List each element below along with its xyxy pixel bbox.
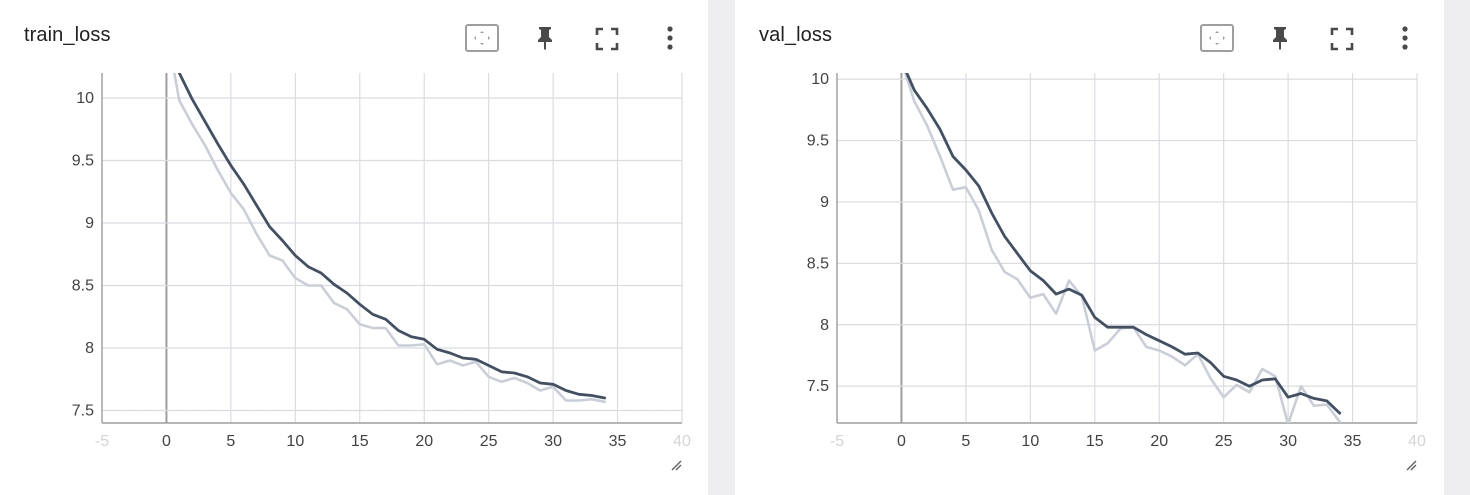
x-tick-label: 10 [286, 433, 304, 450]
raw-series-line[interactable] [901, 61, 1341, 425]
x-tick-label: 40 [1408, 433, 1426, 450]
y-tick-label: 9 [85, 215, 94, 232]
fit-domain-icon [465, 24, 499, 52]
resize-handle-icon[interactable] [1405, 458, 1417, 471]
x-tick-label: -5 [95, 433, 109, 450]
y-tick-label: 8 [85, 340, 94, 357]
x-tick-label: 0 [162, 433, 171, 450]
x-tick-label: 10 [1021, 433, 1039, 450]
train-loss-chart[interactable]: -5 0 5 10 15 20 25 30 35 40 7.5 8 8.5 9 9.5 10 [0, 60, 708, 480]
x-tick-label: 20 [1150, 433, 1168, 450]
x-tick-label: 30 [544, 433, 562, 450]
fit-domain-icon [1200, 24, 1234, 52]
fullscreen-icon [1330, 27, 1354, 51]
y-tick-label: 7.5 [807, 378, 829, 395]
y-tick-label: 9 [820, 194, 829, 211]
smoothed-series-line[interactable] [901, 61, 1342, 415]
more-vert-icon [667, 26, 673, 50]
y-tick-label: 10 [76, 90, 94, 107]
x-tick-label: 25 [1215, 433, 1233, 450]
smoothed-series-line[interactable] [166, 60, 607, 400]
y-tick-label: 7.5 [72, 403, 94, 420]
fullscreen-button[interactable] [590, 22, 624, 54]
y-tick-label: 8.5 [72, 278, 94, 295]
fullscreen-icon [595, 27, 619, 51]
x-tick-label: 15 [1086, 433, 1104, 450]
y-tick-label: 10 [811, 71, 829, 88]
train-loss-card: train_loss -5 0 5 10 15 20 25 30 35 40 7.5 8 8.5 9 9.5… [0, 0, 708, 495]
x-tick-label: 0 [897, 433, 906, 450]
x-tick-label: 5 [961, 433, 970, 450]
resize-handle-icon[interactable] [670, 458, 682, 471]
y-tick-label: 8.5 [807, 255, 829, 272]
pin-button[interactable] [1263, 22, 1297, 54]
pin-icon [538, 27, 552, 50]
val-loss-card: val_loss -5 0 5 10 15 20 25 30 35 40 7.5 8 8.5 9 9.5 10 [735, 0, 1444, 495]
fullscreen-button[interactable] [1325, 22, 1359, 54]
x-tick-label: 30 [1279, 433, 1297, 450]
raw-series-line[interactable] [166, 60, 606, 404]
x-tick-label: 25 [480, 433, 498, 450]
x-tick-label: 40 [673, 433, 691, 450]
x-tick-label: 5 [226, 433, 235, 450]
pin-button[interactable] [528, 22, 562, 54]
card-title: val_loss [759, 24, 833, 46]
more-options-button[interactable] [1388, 22, 1422, 54]
x-tick-label: 35 [1344, 433, 1362, 450]
x-tick-label: -5 [830, 433, 844, 450]
pin-icon [1273, 27, 1287, 50]
y-tick-label: 9.5 [807, 133, 829, 150]
more-options-button[interactable] [653, 22, 687, 54]
x-tick-label: 35 [609, 433, 627, 450]
y-tick-label: 9.5 [72, 153, 94, 170]
val-loss-chart[interactable]: -5 0 5 10 15 20 25 30 35 40 7.5 8 8.5 9 9.5 10 [735, 60, 1444, 480]
y-tick-label: 8 [820, 317, 829, 334]
fit-domain-button[interactable] [1200, 22, 1234, 54]
x-tick-label: 20 [415, 433, 433, 450]
more-vert-icon [1402, 26, 1408, 50]
card-title: train_loss [24, 24, 111, 46]
x-tick-label: 15 [351, 433, 369, 450]
fit-domain-button[interactable] [465, 22, 499, 54]
